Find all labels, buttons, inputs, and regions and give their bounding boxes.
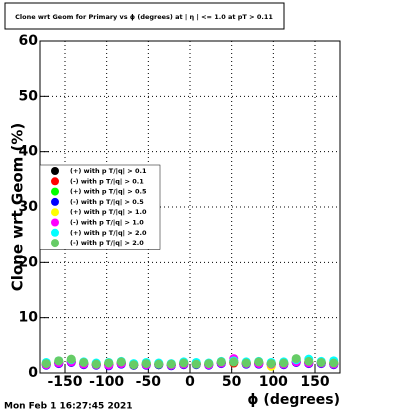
x-tick-label: 0 — [185, 374, 195, 390]
legend-label: (-) with p T/|q| > 0.1 — [70, 177, 144, 186]
legend-label: (-) with p T/|q| > 2.0 — [70, 239, 144, 248]
x-tick-label: -100 — [89, 374, 124, 390]
legend-marker — [51, 218, 59, 227]
data-point — [291, 354, 301, 364]
data-point — [66, 354, 76, 364]
data-point — [104, 358, 114, 368]
legend-marker — [51, 208, 59, 217]
legend-marker — [51, 177, 59, 186]
legend-label: (+) with p T/|q| > 0.5 — [70, 188, 147, 197]
x-tick-label: 100 — [259, 374, 288, 390]
legend-label: (-) with p T/|q| > 1.0 — [70, 219, 144, 228]
x-tick-label: 50 — [222, 374, 242, 390]
data-point — [204, 359, 214, 369]
legend-label: (+) with p T/|q| > 0.1 — [70, 167, 147, 176]
legend-marker — [51, 239, 59, 248]
legend-box — [39, 164, 161, 250]
title-box — [4, 2, 285, 30]
y-tick-label: 50 — [19, 88, 39, 104]
data-point — [254, 357, 264, 367]
legend-marker — [51, 228, 59, 237]
data-point — [166, 359, 176, 369]
y-tick-label: 60 — [19, 33, 39, 49]
legend-marker — [51, 167, 59, 175]
data-point — [329, 358, 339, 368]
legend-marker — [51, 187, 59, 196]
legend-label: (+) with p T/|q| > 1.0 — [70, 208, 147, 217]
chart-title: Clone wrt Geom for Primary vs ϕ (degrees… — [15, 13, 273, 22]
x-tick-label: -150 — [47, 374, 82, 390]
footer: Mon Feb 1 16:27:45 2021 — [4, 402, 133, 412]
legend-label: (-) with p T/|q| > 0.5 — [70, 198, 144, 207]
data-point — [41, 359, 51, 369]
data-point — [279, 358, 289, 368]
data-point — [154, 359, 164, 369]
y-tick-label: 0 — [28, 365, 38, 381]
data-point — [229, 357, 239, 367]
legend-marker — [51, 197, 59, 206]
x-tick-label: -50 — [136, 374, 162, 390]
x-tick-label: 150 — [300, 374, 329, 390]
data-point — [241, 358, 251, 368]
data-point — [191, 359, 201, 369]
data-point — [116, 357, 126, 367]
data-point — [141, 359, 151, 369]
y-tick-label: 10 — [19, 310, 39, 326]
data-point — [316, 357, 326, 367]
data-point — [91, 359, 101, 369]
data-point — [129, 360, 139, 370]
data-point — [79, 357, 89, 367]
data-point — [54, 356, 64, 366]
y-tick-label: 30 — [19, 199, 39, 215]
y-tick-label: 20 — [19, 254, 39, 270]
x-axis-label: ϕ (degrees) — [247, 392, 340, 408]
y-tick-label: 40 — [19, 144, 39, 160]
data-point — [179, 358, 189, 368]
y-axis-label: Clone wrt Geom (%) — [9, 123, 27, 292]
data-point — [266, 359, 276, 369]
data-point — [304, 356, 314, 366]
data-point — [216, 357, 226, 367]
legend-label: (+) with p T/|q| > 2.0 — [70, 229, 147, 238]
